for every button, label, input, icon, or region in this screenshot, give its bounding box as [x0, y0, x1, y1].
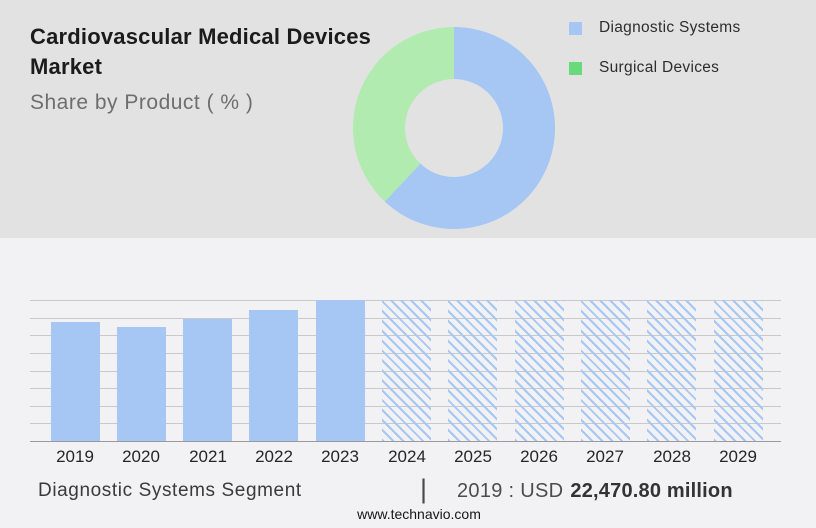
year-label: 2025: [454, 447, 492, 466]
website-text: www.technavio.com: [357, 506, 481, 522]
year-label: 2020: [122, 447, 160, 466]
legend-swatch: [569, 21, 582, 35]
year-label: 2021: [189, 447, 227, 466]
bar-2020: [117, 327, 166, 441]
legend-item-surgical-devices: Surgical Devices: [569, 55, 741, 81]
year-label: 2027: [586, 447, 624, 466]
page-title-line2: Market: [30, 54, 103, 79]
donut-hole: [405, 79, 503, 177]
segment-label: Diagnostic Systems Segment: [38, 480, 302, 501]
legend: Diagnostic Systems Surgical Devices: [569, 15, 741, 95]
legend-item-diagnostic-systems: Diagnostic Systems: [569, 15, 741, 41]
bar-2027-forecast: [581, 300, 630, 441]
year-label: 2028: [653, 447, 691, 466]
value-prefix: 2019 : USD: [457, 480, 564, 502]
bar-2029-forecast: [714, 300, 763, 441]
title-block: Cardiovascular Medical Devices Market Sh…: [30, 22, 371, 117]
bar-2019: [51, 322, 100, 441]
year-label: 2026: [520, 447, 558, 466]
year-label: 2029: [719, 447, 757, 466]
bar-2023: [316, 300, 365, 441]
x-axis-labels: 2019 2020 2021 2022 2023 2024 2025 2026 2027 2028…: [30, 447, 781, 469]
bar-chart-plot: [30, 300, 781, 442]
legend-label: Diagnostic Systems: [599, 19, 741, 36]
year-label: 2024: [388, 447, 426, 466]
donut-chart: [353, 27, 555, 229]
year-label: 2019: [56, 447, 94, 466]
legend-label: Surgical Devices: [599, 59, 720, 76]
bar-2021: [183, 319, 232, 441]
legend-swatch: [569, 61, 582, 75]
value-caption: 2019 : USD 22,470.80 million: [457, 480, 733, 503]
page-title-line1: Cardiovascular Medical Devices: [30, 24, 372, 49]
trend-section: 2019 2020 2021 2022 2023 2024 2025 2026 2027 2028…: [0, 238, 816, 528]
value-amount: 22,470.80 million: [570, 480, 733, 502]
bar-2028-forecast: [647, 300, 696, 441]
bar-2026-forecast: [515, 300, 564, 441]
bar-2024-forecast: [382, 300, 431, 441]
bar-2022: [249, 310, 298, 441]
chart-subtitle: Share by Product ( % ): [30, 91, 254, 114]
year-label: 2023: [321, 447, 359, 466]
caption-separator: |: [420, 474, 428, 504]
year-label: 2022: [255, 447, 293, 466]
bar-2025-forecast: [448, 300, 497, 441]
share-section: Cardiovascular Medical Devices Market Sh…: [0, 0, 816, 238]
